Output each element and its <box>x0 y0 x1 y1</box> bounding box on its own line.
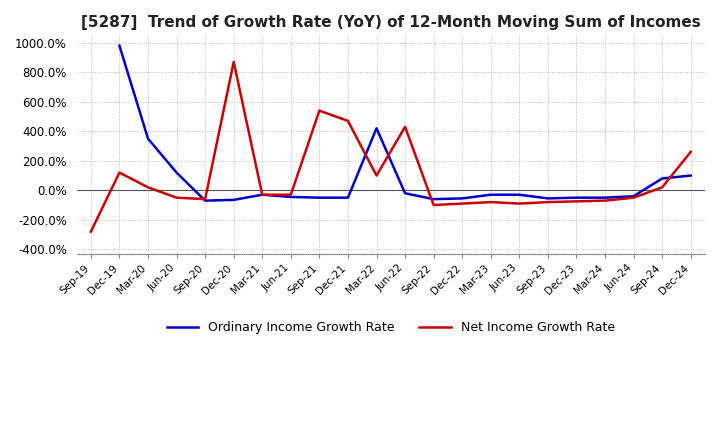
Ordinary Income Growth Rate <box>515 192 523 198</box>
Ordinary Income Growth Rate <box>287 194 295 200</box>
Net Income Growth Rate <box>458 201 467 206</box>
Net Income Growth Rate <box>401 124 410 129</box>
Ordinary Income Growth Rate <box>315 195 324 200</box>
Ordinary Income Growth Rate <box>230 197 238 202</box>
Ordinary Income Growth Rate <box>487 192 495 198</box>
Net Income Growth Rate <box>600 198 609 203</box>
Ordinary Income Growth Rate <box>372 126 381 131</box>
Line: Ordinary Income Growth Rate: Ordinary Income Growth Rate <box>120 46 690 201</box>
Line: Net Income Growth Rate: Net Income Growth Rate <box>91 62 690 231</box>
Net Income Growth Rate <box>487 199 495 205</box>
Ordinary Income Growth Rate <box>258 192 266 198</box>
Ordinary Income Growth Rate <box>429 197 438 202</box>
Net Income Growth Rate <box>686 149 695 154</box>
Ordinary Income Growth Rate <box>458 196 467 201</box>
Net Income Growth Rate <box>429 202 438 208</box>
Net Income Growth Rate <box>115 170 124 175</box>
Net Income Growth Rate <box>86 229 95 234</box>
Net Income Growth Rate <box>572 199 581 204</box>
Net Income Growth Rate <box>544 199 552 205</box>
Ordinary Income Growth Rate <box>600 195 609 200</box>
Ordinary Income Growth Rate <box>343 195 352 200</box>
Net Income Growth Rate <box>629 195 638 200</box>
Net Income Growth Rate <box>201 197 210 202</box>
Ordinary Income Growth Rate <box>172 170 181 175</box>
Ordinary Income Growth Rate <box>201 198 210 203</box>
Net Income Growth Rate <box>144 185 153 190</box>
Net Income Growth Rate <box>515 201 523 206</box>
Ordinary Income Growth Rate <box>401 191 410 196</box>
Ordinary Income Growth Rate <box>115 43 124 48</box>
Net Income Growth Rate <box>287 192 295 198</box>
Ordinary Income Growth Rate <box>629 194 638 199</box>
Ordinary Income Growth Rate <box>144 136 153 141</box>
Net Income Growth Rate <box>315 108 324 113</box>
Ordinary Income Growth Rate <box>658 176 667 181</box>
Title: [5287]  Trend of Growth Rate (YoY) of 12-Month Moving Sum of Incomes: [5287] Trend of Growth Rate (YoY) of 12-… <box>81 15 701 30</box>
Net Income Growth Rate <box>230 59 238 65</box>
Net Income Growth Rate <box>658 185 667 190</box>
Ordinary Income Growth Rate <box>686 173 695 178</box>
Ordinary Income Growth Rate <box>544 196 552 201</box>
Net Income Growth Rate <box>372 173 381 178</box>
Net Income Growth Rate <box>258 192 266 198</box>
Net Income Growth Rate <box>343 118 352 124</box>
Ordinary Income Growth Rate <box>572 195 581 200</box>
Net Income Growth Rate <box>172 195 181 200</box>
Legend: Ordinary Income Growth Rate, Net Income Growth Rate: Ordinary Income Growth Rate, Net Income … <box>162 316 620 339</box>
